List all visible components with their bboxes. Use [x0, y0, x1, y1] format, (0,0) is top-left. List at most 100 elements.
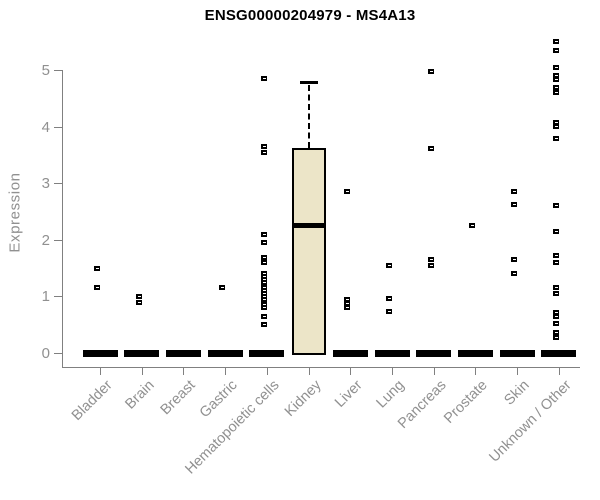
y-tick-label: 1 — [41, 288, 50, 305]
y-tick-label: 0 — [41, 345, 50, 362]
zero-bar — [499, 350, 535, 357]
y-tick — [54, 353, 62, 354]
data-point — [260, 260, 267, 266]
data-point — [260, 76, 267, 82]
data-point — [427, 257, 434, 263]
data-point — [552, 334, 559, 340]
data-point — [552, 135, 559, 141]
data-point — [511, 271, 518, 277]
x-tick — [142, 368, 143, 375]
data-point — [260, 271, 267, 277]
x-tick — [350, 368, 351, 375]
data-point — [260, 255, 267, 261]
data-point — [552, 313, 559, 319]
data-point — [386, 295, 393, 301]
data-point — [552, 73, 559, 79]
x-tick — [225, 368, 226, 375]
x-tick — [309, 368, 310, 375]
zero-bar — [541, 350, 577, 357]
data-point — [552, 84, 559, 90]
y-tick — [54, 127, 62, 128]
median-line — [291, 223, 326, 229]
x-tick — [100, 368, 101, 375]
y-tick — [54, 70, 62, 71]
data-point — [552, 329, 559, 335]
data-point — [427, 262, 434, 268]
zero-bar — [165, 350, 201, 357]
box-kidney — [291, 148, 326, 355]
data-point — [552, 252, 559, 258]
zero-bar — [457, 350, 493, 357]
data-point — [552, 39, 559, 45]
data-point — [94, 265, 100, 271]
data-point — [427, 68, 434, 74]
data-point — [386, 309, 393, 315]
y-tick — [54, 296, 62, 297]
zero-bar — [374, 350, 410, 357]
data-point — [260, 285, 267, 291]
data-point — [552, 203, 559, 209]
whisker-cap — [299, 80, 318, 84]
data-point — [260, 282, 267, 288]
data-point — [260, 296, 267, 302]
data-point — [427, 145, 434, 151]
x-tick — [267, 368, 268, 375]
data-point — [260, 288, 267, 294]
data-point — [552, 260, 559, 266]
data-point — [260, 149, 267, 155]
data-point — [94, 285, 100, 291]
data-point — [344, 189, 351, 195]
data-point — [260, 240, 267, 246]
data-point — [552, 228, 559, 234]
x-tick — [517, 368, 518, 375]
y-tick-label: 3 — [41, 175, 50, 192]
zero-bar — [124, 350, 160, 357]
data-point — [135, 293, 142, 299]
x-tick — [392, 368, 393, 375]
data-point — [552, 309, 559, 315]
data-point — [552, 119, 559, 125]
data-point — [344, 300, 351, 306]
data-point — [260, 279, 267, 285]
data-point — [511, 257, 518, 263]
x-tick — [183, 368, 184, 375]
x-axis-category-label: Unknown / Other — [486, 377, 575, 466]
data-point — [386, 262, 393, 268]
data-point — [260, 276, 267, 282]
data-point — [260, 293, 267, 299]
data-point — [344, 296, 351, 302]
data-point — [511, 189, 518, 195]
data-point — [260, 231, 267, 237]
whisker-line — [307, 84, 310, 149]
data-point — [552, 64, 559, 70]
data-point — [260, 291, 267, 297]
data-point — [260, 274, 267, 280]
data-point — [344, 305, 351, 311]
y-tick-label: 4 — [41, 119, 50, 136]
data-point — [552, 47, 559, 53]
y-axis-line — [62, 70, 63, 368]
data-point — [260, 144, 267, 150]
zero-bar — [416, 350, 452, 357]
data-point — [552, 285, 559, 291]
y-tick — [54, 183, 62, 184]
x-tick — [475, 368, 476, 375]
data-point — [260, 299, 267, 305]
y-tick-label: 2 — [41, 232, 50, 249]
chart-title: ENSG00000204979 - MS4A13 — [204, 7, 416, 24]
y-tick-label: 5 — [41, 62, 50, 79]
data-point — [260, 302, 267, 308]
data-point — [552, 320, 559, 326]
data-point — [469, 223, 476, 229]
x-tick — [559, 368, 560, 375]
zero-bar — [82, 350, 118, 357]
data-point — [260, 313, 267, 319]
zero-bar — [332, 350, 368, 357]
data-point — [511, 201, 518, 207]
x-axis-line — [62, 367, 580, 368]
data-point — [552, 90, 559, 96]
data-point — [552, 77, 559, 83]
x-tick — [434, 368, 435, 375]
